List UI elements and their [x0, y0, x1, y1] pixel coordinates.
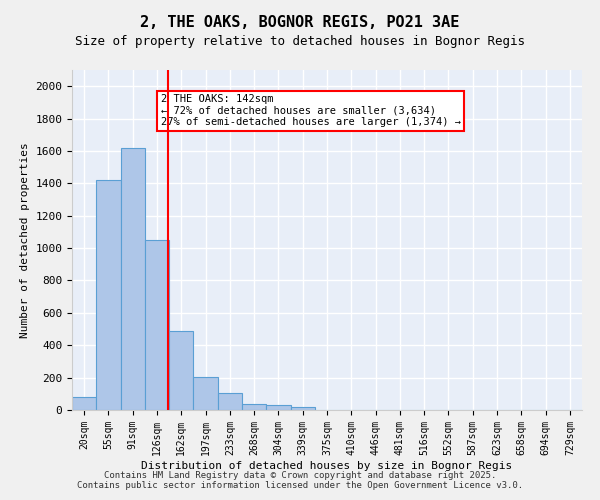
- Bar: [266, 406, 290, 410]
- Bar: [242, 404, 266, 410]
- Bar: [72, 397, 96, 410]
- Text: 2, THE OAKS, BOGNOR REGIS, PO21 3AE: 2, THE OAKS, BOGNOR REGIS, PO21 3AE: [140, 15, 460, 30]
- Bar: [169, 330, 193, 410]
- Bar: [193, 377, 218, 410]
- Bar: [290, 407, 315, 410]
- Text: Contains HM Land Registry data © Crown copyright and database right 2025.
Contai: Contains HM Land Registry data © Crown c…: [77, 470, 523, 490]
- Y-axis label: Number of detached properties: Number of detached properties: [20, 142, 30, 338]
- X-axis label: Distribution of detached houses by size in Bognor Regis: Distribution of detached houses by size …: [142, 460, 512, 470]
- Bar: [96, 180, 121, 410]
- Text: Size of property relative to detached houses in Bognor Regis: Size of property relative to detached ho…: [75, 35, 525, 48]
- Bar: [218, 393, 242, 410]
- Bar: [145, 240, 169, 410]
- Text: 2 THE OAKS: 142sqm
← 72% of detached houses are smaller (3,634)
27% of semi-deta: 2 THE OAKS: 142sqm ← 72% of detached hou…: [161, 94, 461, 128]
- Bar: [121, 148, 145, 410]
